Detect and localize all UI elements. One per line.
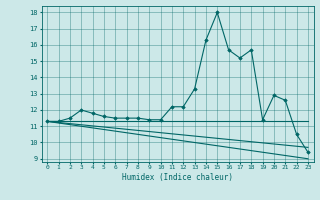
X-axis label: Humidex (Indice chaleur): Humidex (Indice chaleur) bbox=[122, 173, 233, 182]
